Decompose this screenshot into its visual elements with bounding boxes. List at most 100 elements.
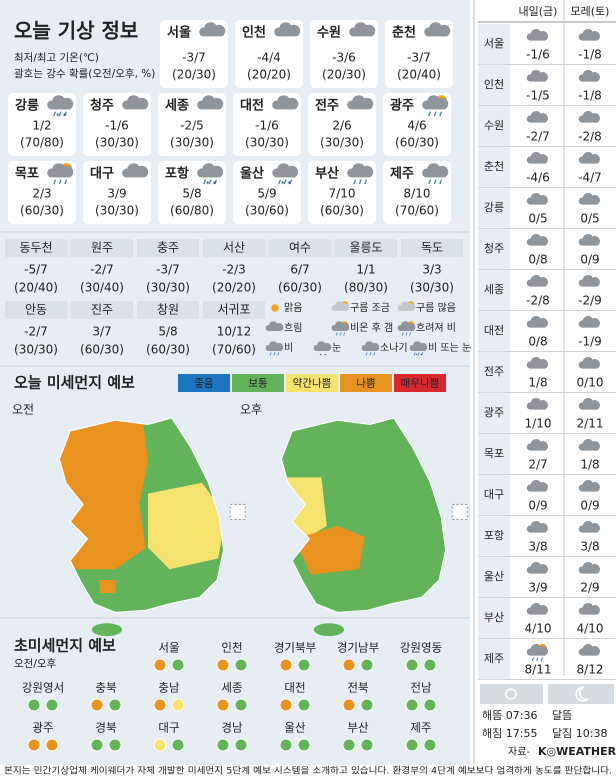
weather-icon xyxy=(578,398,600,410)
temp-d1: -1/5 xyxy=(526,89,550,103)
row-label-bg xyxy=(478,229,510,269)
row-label-bg xyxy=(478,352,510,392)
small-rain: (60/30) xyxy=(146,343,190,357)
weather-icon xyxy=(578,70,600,82)
level-label: 보통 xyxy=(248,378,268,390)
weather-icon xyxy=(578,193,600,205)
cloud xyxy=(265,321,284,331)
small-header xyxy=(269,239,331,257)
rain xyxy=(439,179,443,185)
cloud xyxy=(578,234,600,246)
city-rain: (20/30) xyxy=(322,68,366,82)
row-label-bg xyxy=(478,393,510,433)
weather-icon xyxy=(526,316,548,328)
small-header xyxy=(5,239,67,257)
small-header xyxy=(335,239,397,257)
small-temp: -3/7 xyxy=(156,263,180,277)
temp-d2: 0/9 xyxy=(580,499,599,513)
small-rain: (30/40) xyxy=(80,281,124,295)
weather-icon xyxy=(526,480,548,492)
snow: * xyxy=(320,353,323,359)
cloud xyxy=(122,95,149,110)
source-brand: K◎WEATHER xyxy=(538,745,616,758)
small-temp: 1/1 xyxy=(356,263,375,277)
small-city: 독도 xyxy=(421,241,443,255)
pm-dot xyxy=(360,658,374,672)
weather-icon xyxy=(578,603,600,615)
city-name: 춘천 xyxy=(392,26,416,41)
cloud xyxy=(578,398,600,410)
weather-icon xyxy=(526,29,548,41)
temp-d1: 3/8 xyxy=(528,540,547,554)
legend-label: 눈 xyxy=(332,342,341,354)
weather-icon xyxy=(578,275,600,287)
weather-icon xyxy=(526,275,548,287)
weather-icon xyxy=(578,644,600,656)
weather-icon xyxy=(199,22,226,37)
cloud xyxy=(578,29,600,41)
am-dot xyxy=(90,698,104,712)
small-temp: -2/3 xyxy=(222,263,246,277)
city-rain: (70/60) xyxy=(395,204,439,218)
city-temp: 2/3 xyxy=(32,187,51,201)
city-temp: -1/6 xyxy=(255,119,279,133)
cloud xyxy=(526,521,548,533)
city-card xyxy=(310,20,378,88)
region-name: 세종 xyxy=(221,681,242,695)
legend-label: 구름 많음 xyxy=(416,302,456,314)
weather-icon xyxy=(349,22,376,37)
pm-dot xyxy=(297,738,311,752)
city-card xyxy=(235,20,303,88)
forecast-header: 모레(토) xyxy=(571,5,610,18)
row-city: 세종 xyxy=(484,283,504,296)
city-temp: 2/6 xyxy=(332,119,351,133)
pm-dot xyxy=(234,738,248,752)
small-rain: (60/30) xyxy=(278,281,322,295)
city-rain: (30/30) xyxy=(245,136,289,150)
row-label-bg xyxy=(478,598,510,638)
row-city: 부산 xyxy=(484,611,504,624)
small-rain: (60/30) xyxy=(80,343,124,357)
cloud xyxy=(526,193,548,205)
small-temp: -2/7 xyxy=(24,325,48,339)
small-header xyxy=(401,239,463,257)
cloud xyxy=(422,163,449,178)
city-name: 목포 xyxy=(15,167,39,182)
snow: * xyxy=(416,353,419,359)
am-dot xyxy=(405,658,419,672)
rain xyxy=(433,179,437,185)
legend-label: 맑음 xyxy=(284,302,302,314)
city-card xyxy=(160,20,228,88)
cloud xyxy=(578,275,600,287)
city-temp: -3/7 xyxy=(407,51,431,65)
small-rain: (30/30) xyxy=(14,343,58,357)
region-name: 강원영서 xyxy=(22,681,64,695)
map-label: 오후 xyxy=(240,403,262,417)
weather-icon xyxy=(397,301,416,311)
city-name: 부산 xyxy=(315,166,339,182)
cloud xyxy=(578,152,600,164)
small-temp: -2/7 xyxy=(90,263,114,277)
weather-icon xyxy=(265,321,284,331)
am-dot xyxy=(342,658,356,672)
cloud xyxy=(197,163,224,178)
cloud xyxy=(409,341,428,351)
row-city: 수원 xyxy=(484,119,504,132)
city-name: 강릉 xyxy=(15,98,39,114)
cloud xyxy=(578,439,600,451)
rain xyxy=(405,332,408,336)
weather-icon xyxy=(578,480,600,492)
pm-dot xyxy=(423,698,437,712)
legend-label: 비온 후 갬 xyxy=(350,322,393,334)
row-label-bg xyxy=(478,24,510,64)
am-dot xyxy=(27,698,41,712)
moonset: 달짐 10:38 xyxy=(552,727,607,740)
row-city: 서울 xyxy=(484,37,504,50)
pm-dot xyxy=(171,738,185,752)
temp-d1: 0/9 xyxy=(528,499,547,513)
small-city: 창원 xyxy=(157,303,179,317)
small-header xyxy=(137,301,199,319)
cloud xyxy=(347,95,374,110)
city-rain: (20/20) xyxy=(247,68,291,82)
pm-dot xyxy=(297,658,311,672)
